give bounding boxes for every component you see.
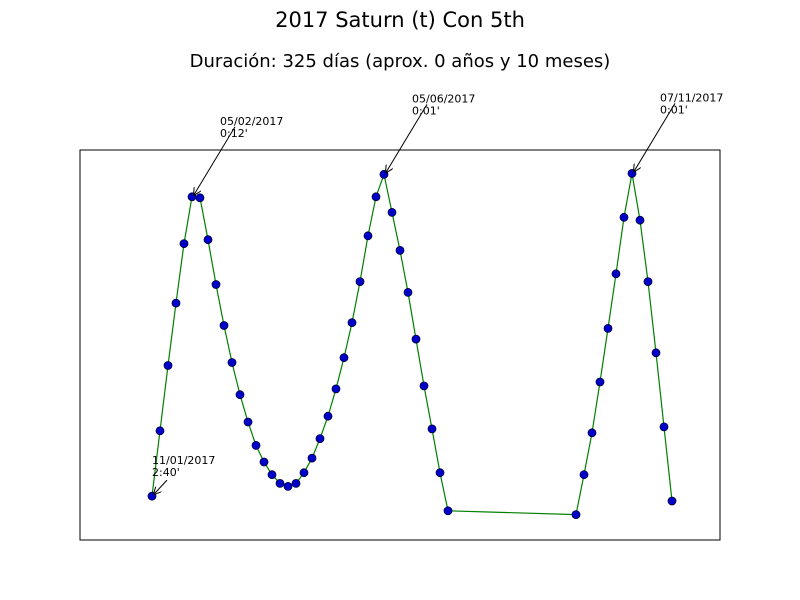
data-point xyxy=(435,468,445,478)
data-point xyxy=(163,361,173,370)
data-point xyxy=(211,280,221,289)
data-point xyxy=(651,348,661,358)
data-point xyxy=(195,193,205,203)
annotation-arrow xyxy=(386,104,428,172)
data-point xyxy=(667,496,677,506)
data-point xyxy=(347,318,357,328)
data-point xyxy=(579,470,589,480)
annotation-value: 2:40' xyxy=(152,466,180,479)
series-layer xyxy=(147,168,677,519)
data-point xyxy=(427,424,437,434)
data-point xyxy=(315,434,325,444)
data-point xyxy=(387,207,397,217)
annotation-value: 0:12' xyxy=(220,127,248,140)
data-point xyxy=(395,245,405,255)
data-point xyxy=(571,510,581,519)
plot-area xyxy=(79,149,721,541)
annotation-arrow xyxy=(154,479,168,494)
data-point xyxy=(611,269,621,279)
annotation-value: 0:01' xyxy=(660,103,688,116)
data-point xyxy=(267,470,277,480)
data-point xyxy=(299,468,309,478)
data-point xyxy=(659,422,669,432)
annotation-arrow xyxy=(634,103,676,171)
data-point xyxy=(155,426,165,436)
annotation-value: 0:01' xyxy=(412,104,440,117)
data-point xyxy=(619,212,629,222)
chart-subtitle: Duración: 325 días (aprox. 0 años y 10 m… xyxy=(189,51,611,72)
data-point xyxy=(419,381,429,391)
data-point xyxy=(235,390,245,400)
data-point xyxy=(171,298,181,308)
data-point xyxy=(251,440,261,450)
annotation-arrow xyxy=(194,126,236,195)
data-point xyxy=(291,478,301,488)
data-point xyxy=(243,417,253,427)
annotation-date: 11/01/2017 xyxy=(152,454,215,467)
data-point xyxy=(323,411,333,421)
data-point xyxy=(403,287,413,297)
data-point xyxy=(595,377,605,387)
annotation-date: 05/06/2017 xyxy=(412,92,475,105)
data-point xyxy=(219,321,229,330)
data-point xyxy=(643,277,653,287)
data-point xyxy=(331,384,341,394)
data-point xyxy=(339,353,349,363)
data-point xyxy=(307,453,317,463)
data-point xyxy=(443,506,453,516)
annotation-date: 07/11/2017 xyxy=(660,91,723,104)
data-point xyxy=(371,192,381,202)
data-point xyxy=(603,323,613,333)
data-point xyxy=(363,231,373,241)
annotation-date: 05/02/2017 xyxy=(220,115,283,128)
data-point xyxy=(283,481,293,491)
data-point xyxy=(275,478,285,488)
data-point xyxy=(227,358,237,367)
chart-title: 2017 Saturn (t) Con 5th xyxy=(275,8,525,32)
data-point xyxy=(587,428,597,438)
data-point xyxy=(179,239,189,249)
data-point xyxy=(635,215,645,225)
data-point xyxy=(411,334,421,344)
data-point xyxy=(355,277,365,287)
data-point xyxy=(259,457,269,467)
data-point xyxy=(203,235,213,245)
